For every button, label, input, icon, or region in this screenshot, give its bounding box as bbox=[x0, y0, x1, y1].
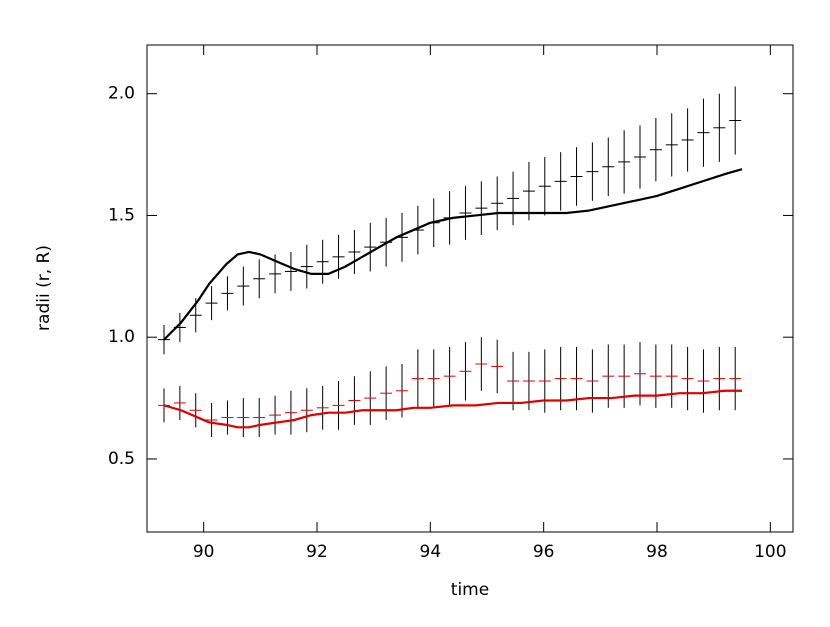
x-tick-label: 96 bbox=[533, 542, 555, 562]
y-tick-label: 2.0 bbox=[108, 84, 135, 104]
curve bbox=[163, 389, 742, 429]
y-tick-label: 1.0 bbox=[108, 327, 135, 347]
x-tick-label: 100 bbox=[754, 542, 786, 562]
y-axis-label: radii (r, R) bbox=[34, 245, 54, 331]
x-tick-label: 98 bbox=[646, 542, 668, 562]
y-tick-label: 0.5 bbox=[108, 449, 135, 469]
plot-frame bbox=[146, 44, 794, 533]
x-tick-label: 90 bbox=[193, 542, 215, 562]
x-axis-label: time bbox=[451, 580, 489, 600]
x-tick-label: 92 bbox=[306, 542, 328, 562]
y-tick-label: 1.5 bbox=[108, 205, 135, 225]
x-tick-label: 94 bbox=[420, 542, 442, 562]
curve bbox=[163, 168, 743, 341]
